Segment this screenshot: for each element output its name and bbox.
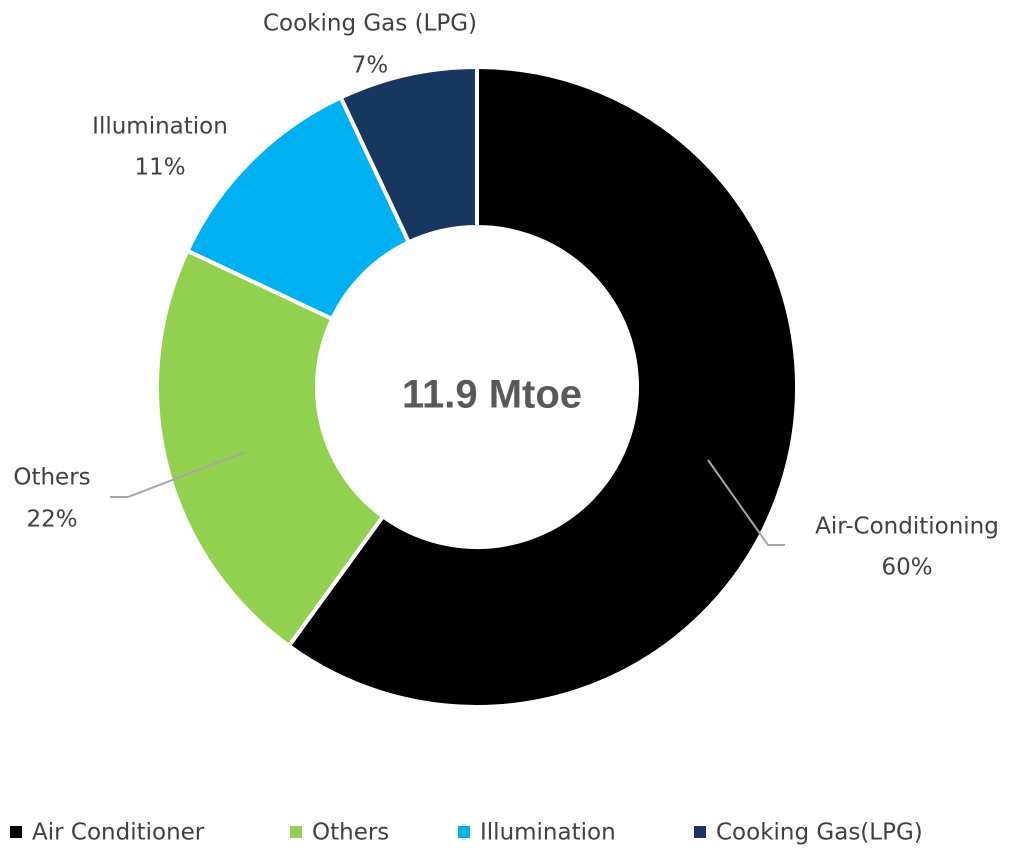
legend-label: Others: [312, 820, 389, 846]
data-label-value: 7%: [352, 53, 389, 79]
donut-segment: [338, 64, 479, 245]
center-label: 11.9 Mtoe: [402, 373, 582, 417]
legend-label: Cooking Gas(LPG): [716, 820, 923, 846]
legend-swatch: [290, 826, 302, 838]
data-label-value: 11%: [134, 155, 185, 181]
data-label-name: Others: [13, 465, 90, 491]
legend-label: Air Conditioner: [32, 820, 205, 846]
data-label-name: Cooking Gas (LPG): [263, 11, 477, 37]
legend-swatch: [458, 826, 470, 838]
legend-swatch: [694, 826, 706, 838]
data-label-name: Illumination: [92, 114, 228, 140]
donut-segment: [286, 64, 799, 709]
data-label-name: Air-Conditioning: [815, 514, 999, 540]
data-label-value: 60%: [881, 555, 932, 581]
legend-swatch: [10, 826, 22, 838]
leader-line: [707, 459, 785, 546]
leader-line: [110, 451, 246, 498]
data-label-value: 22%: [26, 507, 77, 533]
legend-label: Illumination: [480, 820, 616, 846]
donut-segment: [155, 248, 386, 649]
